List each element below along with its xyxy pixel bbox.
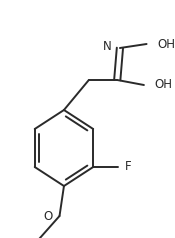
Text: F: F xyxy=(125,160,132,174)
Text: O: O xyxy=(43,209,52,223)
Text: OH: OH xyxy=(157,38,175,50)
Text: N: N xyxy=(103,40,112,53)
Text: OH: OH xyxy=(155,79,173,91)
